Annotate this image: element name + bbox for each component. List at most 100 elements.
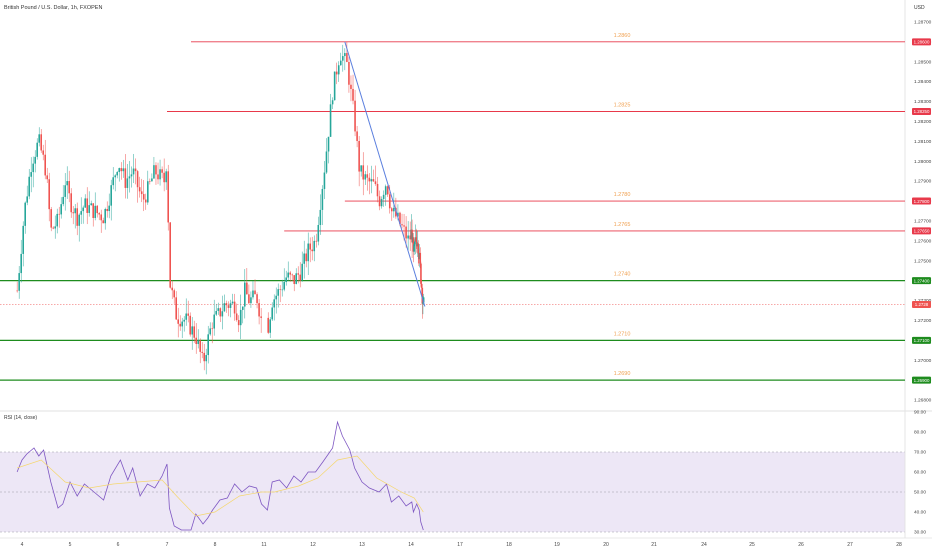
candle-body (32, 163, 34, 173)
price-tick-label: 1.27200 (914, 318, 932, 324)
price-tick-label: 1.28500 (914, 59, 932, 65)
candle-body (223, 303, 226, 312)
candle-body (293, 275, 295, 284)
current-price-tag (912, 301, 931, 309)
candle-body (90, 203, 92, 206)
candle-body (52, 227, 54, 229)
candle-body (157, 174, 159, 180)
candle-body (421, 287, 424, 304)
candle-body (72, 212, 74, 214)
trendline-segment (344, 41, 426, 307)
candle-body (108, 205, 110, 212)
candle-body (142, 194, 145, 200)
candle-body (78, 214, 80, 226)
candle-body (130, 174, 133, 177)
candle-body (104, 209, 106, 224)
candle-body (136, 171, 139, 188)
level-price-tag (912, 38, 931, 46)
candle-body (275, 295, 277, 300)
rsi-background-band (0, 451, 905, 533)
time-tick-label: 17 (457, 542, 463, 548)
candle-body (239, 309, 242, 326)
candle-body (100, 214, 102, 221)
candle-body (368, 177, 371, 182)
level-price-tag (912, 376, 931, 384)
candle-body (297, 273, 299, 275)
candle-body (323, 172, 326, 189)
candle-body (161, 169, 163, 173)
candle-body (303, 253, 305, 264)
candle-body (102, 220, 104, 224)
candle-body (82, 207, 84, 212)
candle-body (62, 196, 64, 205)
candle-body (114, 175, 116, 178)
candle-body (325, 151, 328, 173)
level-price-tag-text: 1.26900 (914, 378, 930, 383)
time-tick-label: 5 (69, 542, 72, 548)
candle-body (360, 165, 362, 172)
candle-body (301, 263, 303, 281)
candle-body (374, 181, 377, 184)
candle-body (409, 235, 411, 240)
candle-body (132, 168, 135, 175)
candle-body (289, 272, 291, 275)
candle-body (191, 326, 193, 335)
rsi-line (16, 420, 424, 531)
candle-body (173, 290, 175, 298)
candle-body (244, 282, 246, 307)
candle-body (393, 207, 395, 212)
candle-body (227, 305, 230, 308)
candle-body (140, 191, 143, 195)
candle-body (420, 283, 423, 288)
candle-body (237, 320, 240, 326)
candle-body (38, 134, 40, 143)
level-label: 1.2740 (614, 272, 631, 278)
candle-body (126, 178, 129, 188)
candle-body (213, 314, 215, 329)
candle-body (339, 60, 342, 66)
candle-body (144, 199, 147, 203)
candle-body (203, 352, 205, 362)
time-tick-label: 18 (506, 542, 512, 548)
candle-body (118, 168, 121, 173)
candle-body (285, 277, 287, 283)
candle-body (376, 183, 379, 197)
candle-body (124, 168, 127, 188)
candle-body (319, 209, 322, 225)
candle-body (36, 142, 38, 157)
candle-body (315, 240, 318, 242)
candle-body (313, 240, 316, 252)
candle-body (195, 337, 197, 345)
time-tick-label: 25 (749, 542, 755, 548)
candle-body (382, 194, 385, 200)
candle-body (22, 225, 24, 254)
candle-body (28, 176, 30, 197)
candle-body (74, 208, 76, 214)
level-price-tag (912, 277, 931, 285)
time-tick-label: 27 (847, 542, 853, 548)
time-tick-label: 28 (896, 542, 902, 548)
candle-body (20, 253, 22, 274)
candle-body (415, 237, 417, 242)
candle-body (269, 319, 271, 333)
candle-body (50, 209, 52, 228)
candle-body (155, 165, 157, 175)
candle-body (215, 310, 218, 315)
candle-body (420, 263, 422, 284)
price-tick-label: 1.27000 (914, 358, 932, 364)
candle-body (149, 181, 151, 182)
candle-body (337, 65, 340, 75)
candle-body (48, 179, 50, 210)
candle-body (163, 172, 165, 183)
candle-body (391, 208, 393, 212)
candle-body (219, 308, 222, 317)
candle-body (358, 141, 360, 172)
candle-body (366, 174, 369, 178)
candle-body (279, 289, 281, 290)
rsi-tick-label: 90.00 (914, 410, 926, 416)
candle-body (417, 243, 420, 254)
candle-body (98, 213, 100, 215)
candle-body (56, 213, 58, 227)
candle-body (329, 104, 332, 137)
